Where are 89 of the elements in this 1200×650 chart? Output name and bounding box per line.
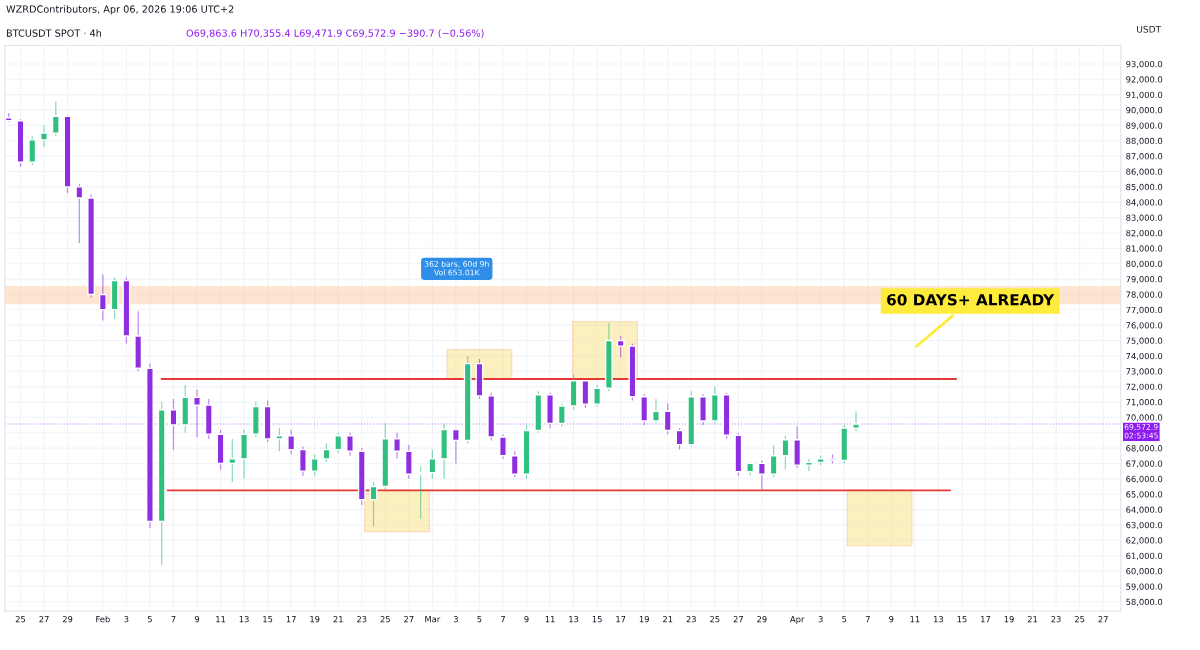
y-tick-label: 66,000.0 — [1126, 475, 1163, 483]
x-tick-label: 9 — [194, 616, 200, 623]
y-tick-label: 75,000.0 — [1126, 337, 1163, 345]
x-tick-label: 17 — [616, 616, 626, 623]
x-tick-label: 17 — [286, 616, 296, 623]
y-tick-label: 61,000.0 — [1126, 552, 1163, 560]
x-tick-label: 9 — [524, 616, 529, 623]
x-tick-label: 15 — [263, 616, 273, 623]
x-tick-label: 5 — [477, 616, 482, 623]
y-tick-label: 65,000.0 — [1126, 491, 1163, 499]
y-tick-label: 60,000.0 — [1126, 568, 1163, 576]
y-tick-label: 80,000.0 — [1126, 260, 1163, 268]
x-tick-label: 23 — [357, 616, 367, 623]
x-tick-label: 5 — [842, 616, 847, 623]
x-tick-label: 7 — [865, 616, 870, 623]
x-tick-label: Apr — [790, 616, 805, 624]
y-tick-label: 82,000.0 — [1126, 229, 1163, 238]
y-tick-label: 77,000.0 — [1126, 306, 1163, 314]
x-tick-label: 19 — [310, 616, 320, 623]
y-tick-label: 89,000.0 — [1126, 122, 1163, 130]
y-tick-label: 93,000.0 — [1126, 60, 1163, 69]
x-tick-label: 17 — [981, 616, 991, 623]
y-tick-label: 81,000.0 — [1126, 245, 1163, 253]
x-tick-label: 25 — [380, 616, 390, 623]
x-tick-label: 21 — [333, 616, 343, 623]
y-tick-label: 83,000.0 — [1126, 214, 1163, 222]
x-tick-label: 25 — [15, 616, 26, 623]
x-tick-label: 15 — [592, 616, 602, 623]
candlestick — [805, 458, 813, 472]
x-tick-label: 27 — [1098, 616, 1108, 623]
x-tick-label: 27 — [39, 616, 49, 623]
y-tick-label: 73,000.0 — [1126, 368, 1163, 376]
x-tick-label: 5 — [147, 616, 152, 623]
x-tick-label: 27 — [404, 616, 414, 623]
x-tick-label: 21 — [663, 616, 673, 623]
y-tick-label: 58,000.0 — [1126, 598, 1163, 606]
x-tick-label: 15 — [957, 616, 967, 623]
y-tick-label: 88,000.0 — [1126, 137, 1163, 145]
bar — [846, 489, 913, 547]
x-tick-label: 23 — [686, 616, 696, 623]
chart-title: BTCUSDT SPOT · 4h — [6, 29, 102, 37]
y-tick-label: 78,000.0 — [1126, 291, 1163, 299]
x-tick-label: 29 — [757, 616, 767, 623]
y-tick-label: 79,000.0 — [1126, 276, 1163, 284]
x-tick-label: 3 — [453, 616, 458, 623]
y-tick-label: 91,000.0 — [1126, 91, 1163, 99]
x-tick-label: 9 — [889, 616, 894, 623]
x-tick-label: 21 — [1027, 616, 1038, 623]
x-tick-label: Feb — [96, 615, 110, 623]
x-tick-label: 19 — [1004, 616, 1014, 623]
x-tick-label: 13 — [934, 616, 944, 623]
y-tick-label: 63,000.0 — [1126, 521, 1163, 530]
x-tick-label: 3 — [124, 616, 129, 623]
text: WZRDContributors, Apr 06, 2026 19:06 UTC+2 — [6, 5, 234, 15]
y-tick-label: 92,000.0 — [1126, 76, 1163, 84]
y-tick-label: 62,000.0 — [1126, 537, 1163, 545]
x-tick-label: 19 — [639, 616, 649, 623]
x-tick-label: 13 — [569, 616, 579, 623]
x-tick-label: 23 — [1051, 616, 1061, 623]
x-tick-label: 3 — [818, 616, 823, 623]
x-tick-label: 27 — [733, 616, 743, 623]
x-tick-label: 29 — [62, 616, 73, 623]
y-tick-label: 87,000.0 — [1126, 153, 1163, 161]
x-tick-label: Mar — [425, 616, 441, 623]
y-tick-label: 70,000.0 — [1126, 414, 1163, 422]
x-tick-label: 11 — [910, 616, 920, 623]
y-tick-label: 86,000.0 — [1126, 168, 1163, 176]
bar — [364, 489, 430, 533]
x-tick-label: 25 — [1074, 616, 1085, 623]
y-tick-label: 59,000.0 — [1126, 583, 1163, 591]
y-tick-label: 64,000.0 — [1126, 506, 1163, 514]
x-tick-label: 13 — [239, 616, 249, 623]
y-tick-label: 90,000.0 — [1126, 107, 1163, 115]
y-tick-label: 84,000.0 — [1126, 199, 1163, 207]
x-tick-label: 11 — [545, 616, 555, 623]
x-tick-label: 25 — [710, 616, 720, 623]
y-tick-label: 76,000.0 — [1126, 322, 1163, 330]
y-tick-label: 85,000.0 — [1126, 183, 1163, 192]
x-tick-label: 7 — [501, 616, 505, 623]
y-tick-label: 67,000.0 — [1126, 460, 1163, 468]
x-tick-label: 11 — [216, 616, 226, 623]
y-tick-label: 71,000.0 — [1126, 398, 1163, 407]
y-tick-label: 74,000.0 — [1126, 352, 1163, 361]
y-tick-label: 68,000.0 — [1126, 445, 1163, 453]
y-tick-label: 72,000.0 — [1126, 383, 1163, 391]
x-tick-label: 7 — [171, 616, 176, 623]
chart-subtitle: O69,863.6 H70,355.4 L69,471.9 C69,572.9 −390.7 (−0.56%) — [186, 29, 484, 38]
annotation: 60 DAYS+ ALREADY — [887, 293, 1055, 306]
y-axis-title: USDT — [1137, 25, 1162, 33]
